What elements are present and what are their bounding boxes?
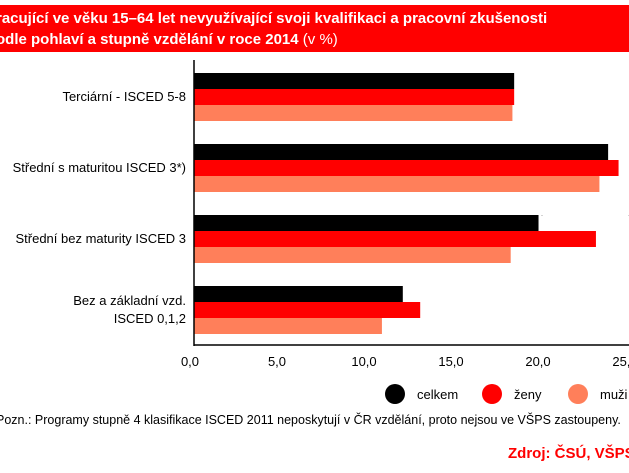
- bar-celkem-0: [194, 73, 515, 89]
- legend-item-celkem: celkem: [385, 384, 458, 404]
- bar-celkem-3: [194, 286, 403, 302]
- category-label: Střední bez maturity ISCED 3: [15, 230, 186, 248]
- x-tick-label: 20,0: [525, 354, 551, 369]
- bar-ženy-0: [194, 89, 515, 105]
- title-unit: (v %): [302, 31, 338, 48]
- bar-ženy-3: [194, 302, 421, 318]
- category-label-line: Bez a základní vzd.: [73, 293, 186, 308]
- bar-muži-3: [194, 318, 382, 334]
- legend-label: ženy: [514, 386, 542, 402]
- title-line-1: racující ve věku 15–64 let nevyužívající…: [0, 10, 548, 27]
- legend-item-ženy: ženy: [482, 384, 541, 404]
- legend-swatch: [385, 384, 405, 404]
- x-tick-label: 5,0: [267, 354, 287, 369]
- footnote: Pozn.: Programy stupně 4 klasifikace ISC…: [0, 413, 621, 427]
- category-label-line: Střední s maturitou ISCED 3*): [12, 160, 186, 175]
- source-label: Zdroj: ČSÚ, VŠPS: [508, 445, 629, 462]
- legend-label: celkem: [417, 386, 459, 402]
- x-tick-label: 15,0: [438, 354, 464, 369]
- category-label-line: Terciární - ISCED 5-8: [62, 89, 186, 104]
- bar-ženy-1: [194, 160, 619, 176]
- x-tick-label: 0,0: [180, 354, 200, 369]
- legend-swatch: [568, 384, 588, 404]
- category-label: Bez a základní vzd. ISCED 0,1,2: [73, 292, 186, 328]
- title-line-2: odle pohlaví a stupně vzdělání v roce 20…: [0, 31, 299, 48]
- legend-item-muži: muži: [568, 384, 627, 404]
- category-label: Terciární - ISCED 5-8: [62, 88, 186, 106]
- category-label-line: Střední bez maturity ISCED 3: [15, 231, 186, 246]
- chart-title: racující ve věku 15–64 let nevyužívající…: [0, 5, 629, 52]
- bar-celkem-2: [194, 215, 539, 231]
- bar-celkem-1: [194, 144, 609, 160]
- bar-muži-1: [194, 176, 600, 192]
- x-tick-label: 10,0: [351, 354, 377, 369]
- category-label: Střední s maturitou ISCED 3*): [13, 159, 186, 177]
- bar-muži-0: [194, 105, 513, 121]
- bar-muži-2: [194, 247, 511, 263]
- category-label-line: ISCED 0,1,2: [113, 311, 186, 326]
- legend-label: muži: [600, 386, 628, 402]
- bar-ženy-2: [194, 231, 596, 247]
- legend-swatch: [482, 384, 502, 404]
- x-tick-label: 25,0: [612, 354, 629, 369]
